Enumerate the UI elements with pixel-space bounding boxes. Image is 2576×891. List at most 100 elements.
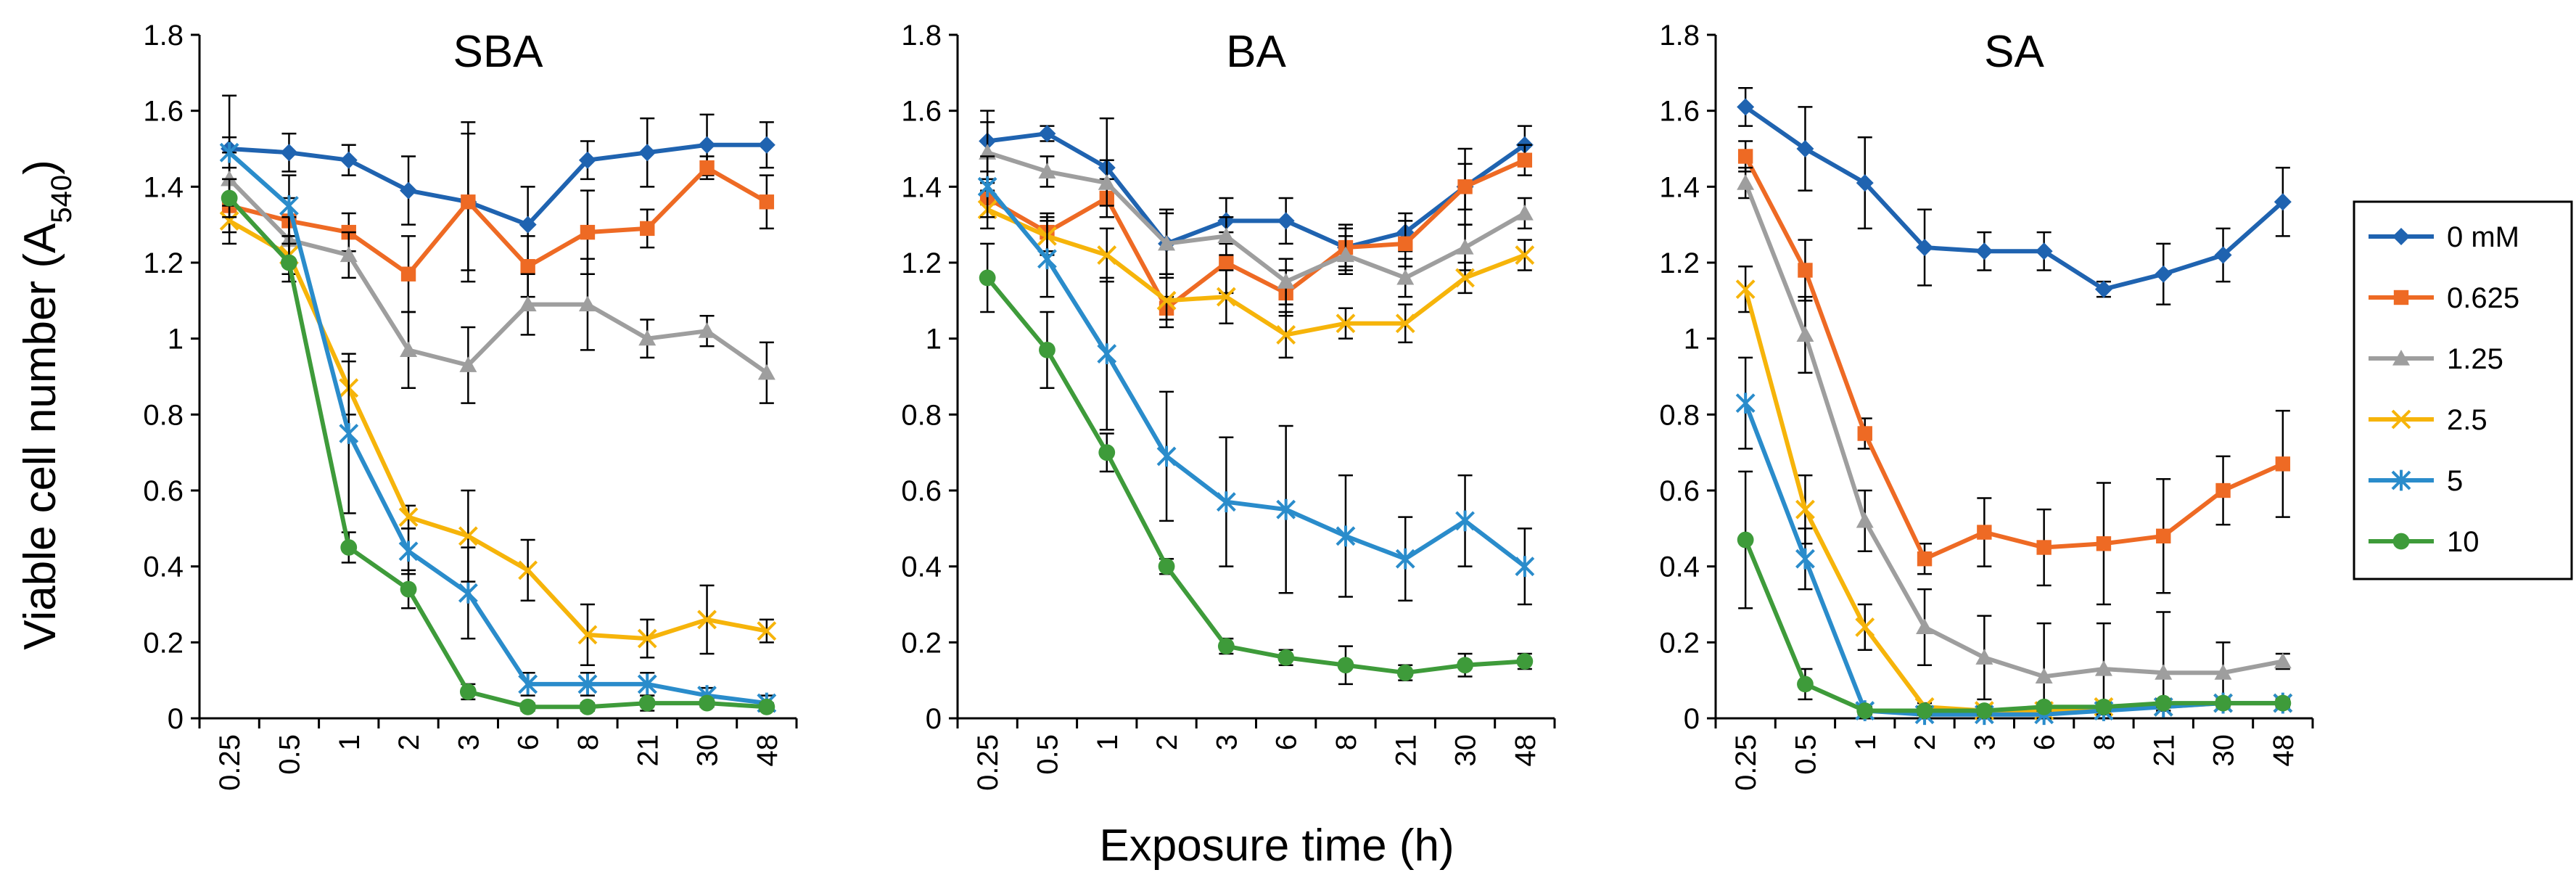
data-point (1398, 236, 1413, 252)
series-line (1743, 538, 2283, 713)
y-tick-label: 0 (168, 703, 184, 735)
data-point (638, 329, 657, 346)
data-point (2036, 540, 2052, 555)
legend-marker (2392, 350, 2410, 366)
legend-entry: 5 (2369, 465, 2463, 497)
data-point (1037, 248, 1057, 270)
x-tick-label: 2 (393, 734, 425, 750)
x-tick-label: 6 (1271, 734, 1303, 750)
panel-title: SBA (453, 27, 543, 77)
series-line (228, 150, 768, 706)
data-point (1516, 653, 1534, 670)
data-point (1457, 657, 1473, 674)
data-point (339, 423, 359, 444)
series-0_625 (979, 144, 1533, 321)
data-point (458, 582, 478, 604)
data-point (1396, 268, 1415, 285)
data-point (1276, 325, 1296, 345)
data-point (1737, 531, 1754, 549)
data-point (979, 269, 996, 287)
x-tick-label: 1 (1092, 734, 1124, 750)
data-point (1517, 152, 1533, 168)
data-point (1737, 174, 1755, 190)
x-tick-label: 30 (692, 734, 724, 767)
data-point (1098, 174, 1116, 190)
legend-marker (2392, 228, 2410, 245)
y-tick-label: 0.6 (1659, 475, 1700, 507)
y-tick-label: 1.2 (1659, 247, 1700, 279)
y-tick-label: 1.4 (901, 171, 942, 203)
x-tick-label: 8 (572, 734, 604, 750)
data-point (2094, 660, 2112, 676)
data-point (340, 539, 358, 556)
x-tick-label: 2 (1151, 734, 1183, 750)
data-point (1975, 702, 1993, 719)
panel-sa: 0 0.2 0.4 0.6 0.8 1 1.2 1.4 1.6 1.8 0.25 0.5 1 2 3 6 8 21… (1659, 20, 2314, 791)
data-point (2095, 698, 2112, 715)
x-axis-title: Exposure time (h) (1099, 821, 1454, 871)
series-line (227, 196, 768, 710)
data-point (1097, 343, 1117, 364)
x-tick-label: 0.5 (273, 734, 305, 775)
data-point (1277, 273, 1295, 289)
data-point (759, 194, 775, 210)
series-line (1744, 104, 2284, 292)
data-point (757, 364, 775, 380)
y-tick-label: 1 (1684, 324, 1700, 356)
data-point (1975, 649, 1993, 665)
data-point (2214, 664, 2232, 680)
data-point (2156, 528, 2171, 543)
data-point (640, 221, 655, 237)
data-point (699, 694, 715, 712)
data-point (340, 246, 358, 263)
data-point (1336, 246, 1354, 263)
data-point (519, 698, 537, 715)
data-point (1737, 98, 1755, 116)
y-axis-title: Viable cell number (A540) (15, 160, 78, 650)
data-point (1856, 174, 1874, 192)
x-tick-label: 0.25 (972, 734, 1004, 791)
series-1_25 (1737, 166, 2292, 720)
legend-label: 0.625 (2447, 282, 2519, 314)
panel-title: SA (1984, 27, 2044, 77)
y-axis-title-main: Viable cell number (A (15, 223, 65, 650)
legend-label: 1.25 (2447, 343, 2503, 375)
legend-box (2353, 200, 2573, 580)
data-point (400, 341, 418, 357)
y-tick-label: 1.2 (143, 247, 184, 279)
data-point (1798, 263, 1813, 278)
data-point (1277, 649, 1295, 666)
data-point (518, 673, 538, 695)
legend-marker (2391, 469, 2411, 491)
series-line (987, 131, 1526, 250)
data-point (578, 151, 596, 169)
data-point (637, 628, 657, 649)
y-axis-title-close: ) (15, 160, 65, 175)
data-point (2035, 668, 2053, 684)
data-point (520, 259, 535, 274)
series-line (1743, 288, 2283, 713)
data-point (1395, 313, 1415, 334)
data-point (459, 683, 477, 700)
data-point (1977, 525, 1992, 540)
data-point (1158, 234, 1176, 251)
series-2_5 (1735, 265, 2293, 720)
panel-sba: 0 0.2 0.4 0.6 0.8 1 1.2 1.4 1.6 1.8 0.25 0.5 1 2 3 6 8 21… (143, 20, 798, 791)
error-bars (1738, 265, 2290, 716)
data-point (281, 254, 297, 271)
x-tick-label: 48 (2268, 734, 2300, 767)
x-tick-label: 0.5 (1032, 734, 1063, 775)
x-tick-label: 0.25 (214, 734, 246, 791)
series-line (985, 185, 1526, 569)
x-tick-label: 1 (334, 734, 366, 750)
series-line (1743, 155, 2284, 562)
data-point (2215, 483, 2231, 498)
data-point (1158, 558, 1175, 575)
data-point (637, 673, 657, 695)
legend-entry: 10 (2369, 526, 2480, 558)
data-point (699, 160, 715, 176)
data-point (1457, 179, 1473, 194)
data-point (2274, 694, 2292, 712)
series-line (986, 157, 1526, 311)
